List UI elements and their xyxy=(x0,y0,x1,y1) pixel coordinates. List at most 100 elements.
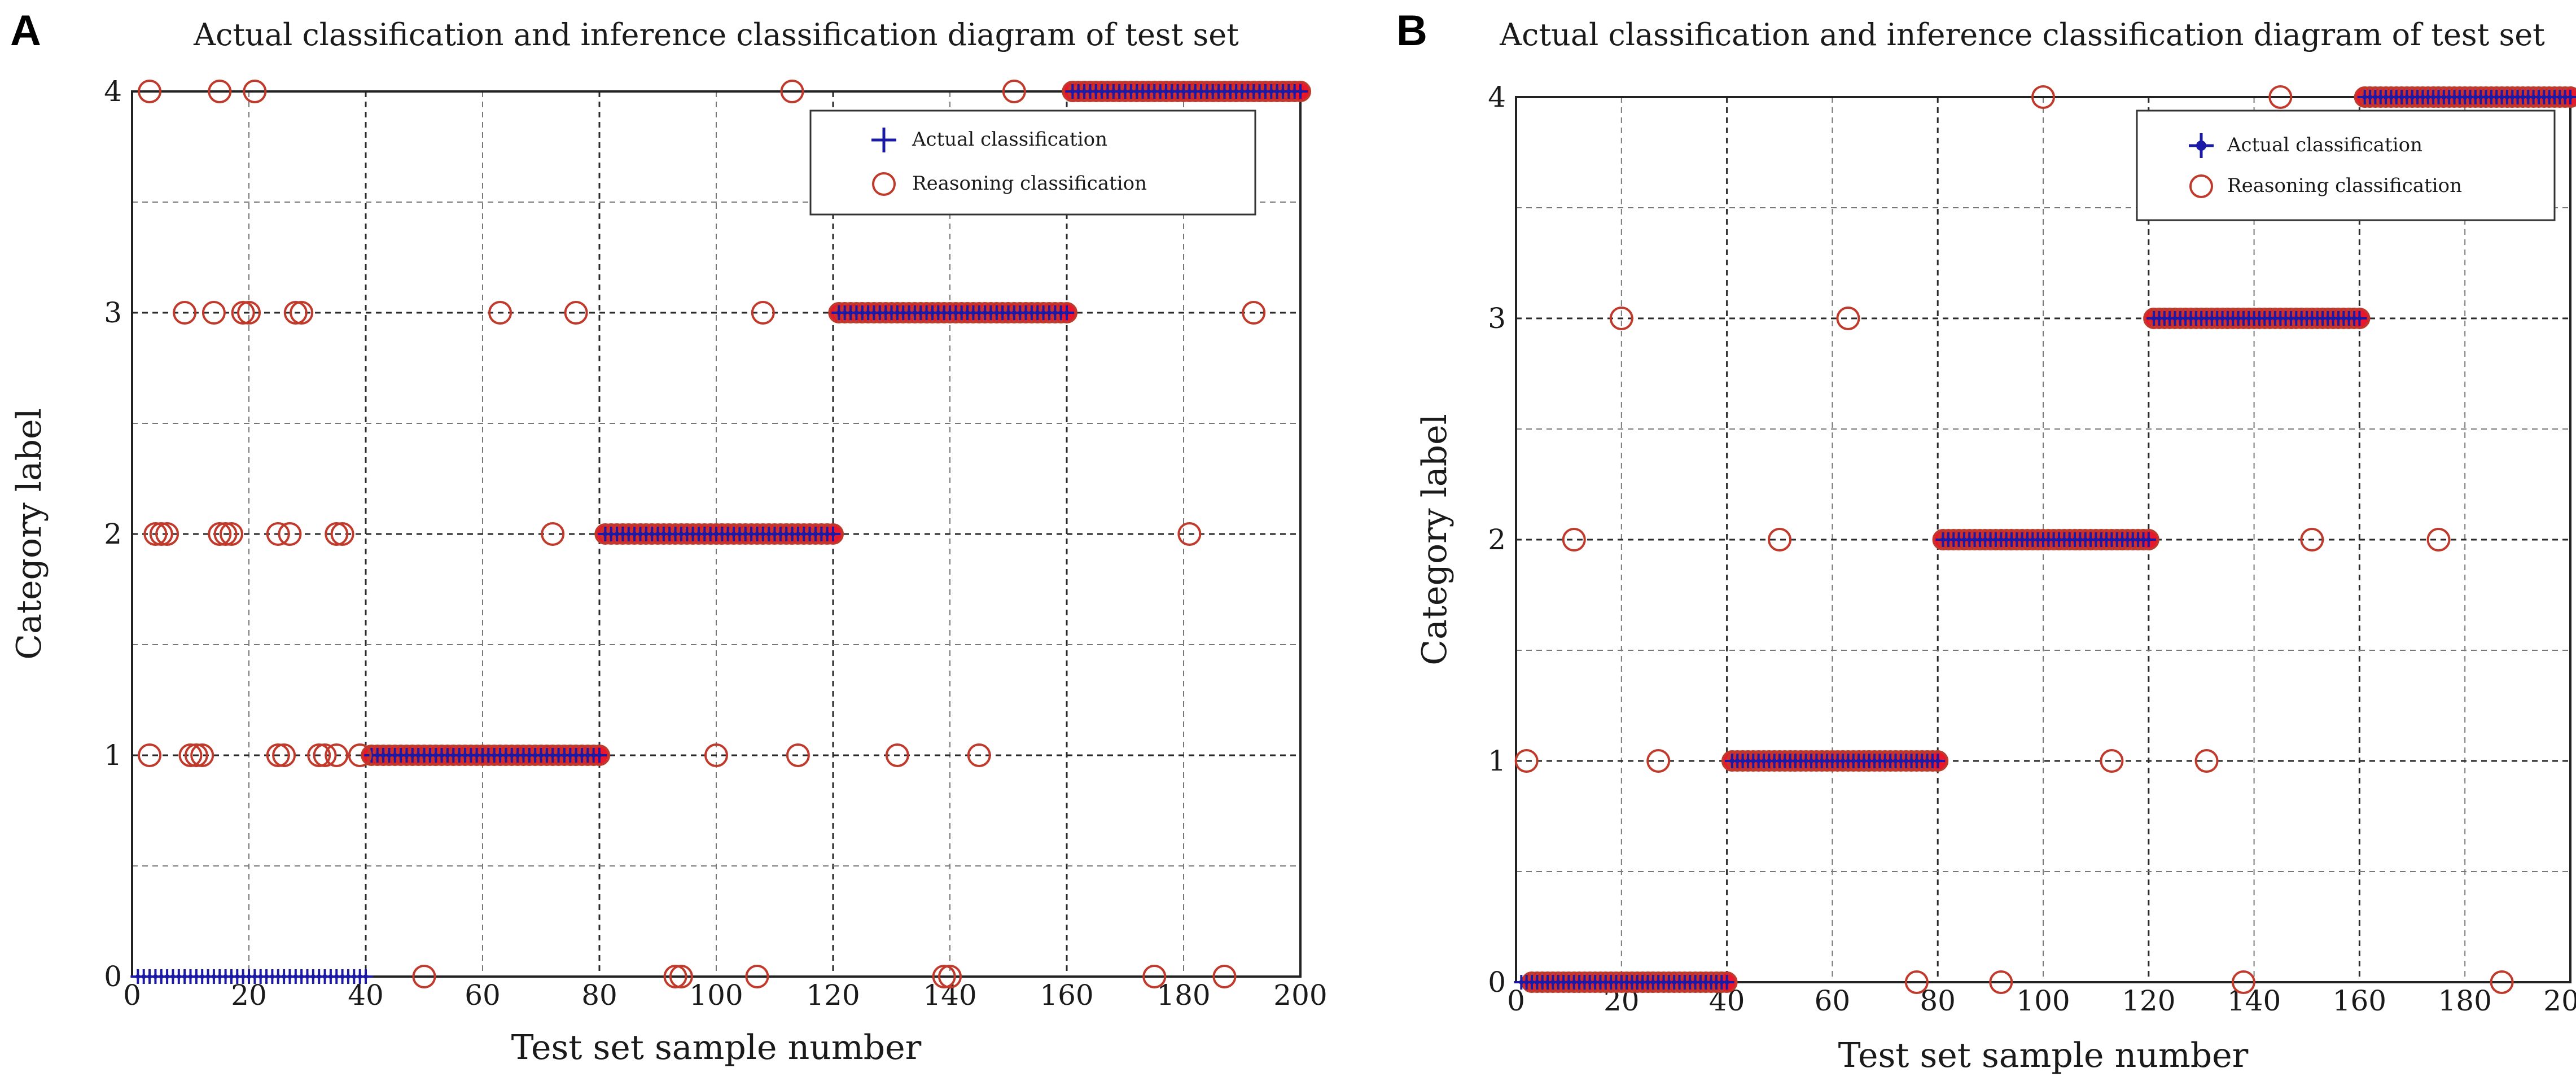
panel-a-reasoning-outlier-point xyxy=(178,743,203,767)
panel-b-reasoning-outlier-point xyxy=(1609,307,1633,330)
panel-b-reasoning-outlier-point xyxy=(2268,85,2293,109)
panel-a-reasoning-outlier-point xyxy=(1212,965,1237,988)
panel-a-reasoning-outlier-point xyxy=(313,743,337,767)
panel-a-reasoning-outlier-point xyxy=(283,301,308,325)
panel-a-data-marks xyxy=(130,80,1311,988)
panel-a-actual-point xyxy=(1293,84,1308,99)
panel-b-x-axis-label: Test set sample number xyxy=(1838,1036,2249,1075)
panel-b-reasoning-outlier-point xyxy=(2231,970,2255,994)
panel-a-actual-point xyxy=(826,527,840,541)
panel-b-actual-point xyxy=(2141,532,2156,547)
panel-b-reasoning-outlier-point xyxy=(1514,749,1539,773)
panel-a-reasoning-outlier-point xyxy=(272,743,296,767)
panel-a-reasoning-outlier-point xyxy=(173,301,197,325)
panel-a-reasoning-outlier-point xyxy=(138,80,162,103)
panel-a-reasoning-outlier-point xyxy=(751,301,775,325)
panel-a-reasoning-outlier-point xyxy=(237,301,261,325)
panel-b-letter: B xyxy=(1396,7,1427,55)
panel-a-x-tick-label: 160 xyxy=(1040,979,1093,1012)
panel-a: A Actual classification and inference cl… xyxy=(10,7,1328,1067)
panel-a-actual-point xyxy=(592,748,607,763)
panel-a-reasoning-outlier-point xyxy=(885,743,909,767)
panel-a-y-tick-label: 3 xyxy=(104,296,122,329)
panel-a-letter: A xyxy=(10,7,41,55)
panel-a-reasoning-outlier-point xyxy=(290,301,314,325)
panel-a-legend-actual-label: Actual classification xyxy=(912,128,1107,151)
panel-a-reasoning-outlier-point xyxy=(208,522,232,546)
panel-b-reasoning-outlier-point xyxy=(2490,970,2514,994)
panel-a-reasoning-outlier-point xyxy=(155,522,179,546)
panel-b-reasoning-outlier-point xyxy=(2300,528,2324,552)
panel-a-reasoning-outlier-point xyxy=(138,743,162,767)
panel-a-x-tick-label: 100 xyxy=(689,979,743,1012)
panel-a-legend-star-icon xyxy=(871,128,896,152)
panel-a-reasoning-outlier-point xyxy=(278,522,302,546)
panel-b-legend-star-icon xyxy=(2189,133,2214,158)
panel-b-plot-frame xyxy=(1515,96,2571,983)
panel-a-reasoning-outlier-point xyxy=(219,522,243,546)
panel-b-y-axis-label: Category label xyxy=(1415,414,1455,666)
panel-a-reasoning-outlier-point xyxy=(488,301,512,325)
panel-b-reasoning-outlier-point xyxy=(1646,749,1671,773)
panel-a-reasoning-outlier-point xyxy=(967,743,991,767)
panel-a-y-tick-label: 0 xyxy=(104,960,122,993)
panel-a-reasoning-outlier-point xyxy=(208,80,232,103)
panel-b-y-tick-label: 4 xyxy=(1488,81,1506,113)
panel-b-x-tick-label: 180 xyxy=(2438,984,2491,1017)
panel-a-reasoning-outlier-point xyxy=(330,522,354,546)
panel-a-reasoning-outlier-point xyxy=(541,522,565,546)
panel-a-reasoning-outlier-point xyxy=(325,522,349,546)
panel-b: B Actual classification and inference cl… xyxy=(1396,7,2576,1075)
panel-b-reasoning-outlier-point xyxy=(1989,970,2013,994)
panel-a-actual-point xyxy=(358,969,373,984)
panel-a-reasoning-outlier-point xyxy=(786,743,810,767)
panel-a-title: Actual classification and inference clas… xyxy=(193,17,1239,52)
panel-a-x-tick-label: 120 xyxy=(806,979,860,1012)
panel-a-reasoning-outlier-point xyxy=(348,743,372,767)
panel-b-actual-point xyxy=(1930,754,1946,768)
panel-a-reasoning-outlier-point xyxy=(190,743,214,767)
panel-a-reasoning-outlier-point xyxy=(184,743,208,767)
panel-b-x-tick-label: 0 xyxy=(1507,984,1525,1017)
panel-a-legend: Actual classification Reasoning classifi… xyxy=(809,110,1256,216)
panel-a-reasoning-outlier-point xyxy=(932,965,956,988)
panel-a-reasoning-outlier-point xyxy=(412,965,436,988)
panel-a-legend-box xyxy=(809,110,1256,216)
panel-a-reasoning-outlier-point xyxy=(201,301,226,325)
panel-a-reasoning-outlier-point xyxy=(231,301,255,325)
panel-a-reasoning-outlier-point xyxy=(704,743,728,767)
panel-a-y-tick-label: 1 xyxy=(104,739,122,772)
panel-b-legend-box xyxy=(2136,110,2556,221)
panel-b-legend-actual-label: Actual classification xyxy=(2227,134,2422,156)
panel-b-x-tick-label: 100 xyxy=(2016,984,2070,1017)
panel-b-grid xyxy=(1516,97,2570,982)
panel-a-reasoning-outlier-point xyxy=(325,743,349,767)
panel-b-title: Actual classification and inference clas… xyxy=(1499,17,2545,52)
panel-b-y-tick-label: 3 xyxy=(1488,302,1506,335)
panel-b-reasoning-outlier-point xyxy=(2194,749,2219,773)
panel-a-legend-reasoning-label: Reasoning classification xyxy=(912,172,1147,195)
panel-b-legend: Actual classification Reasoning classifi… xyxy=(2136,110,2556,221)
panel-a-x-axis-label: Test set sample number xyxy=(511,1028,922,1067)
panel-a-reasoning-outlier-point xyxy=(1177,522,1202,546)
panel-a-x-tick-label: 140 xyxy=(923,979,976,1012)
panel-a-x-tick-label: 180 xyxy=(1156,979,1210,1012)
panel-b-reasoning-outlier-point xyxy=(2426,528,2451,552)
panel-a-x-tick-label: 0 xyxy=(123,979,141,1012)
panel-a-reasoning-outlier-point xyxy=(243,80,267,103)
panel-b-reasoning-outlier-point xyxy=(2100,749,2124,773)
panel-b-actual-point xyxy=(1719,975,1734,990)
panel-a-reasoning-outlier-point xyxy=(213,522,238,546)
panel-b-x-tick-label: 200 xyxy=(2543,984,2576,1017)
panel-a-reasoning-outlier-point xyxy=(663,965,687,988)
panel-a-reasoning-outlier-point xyxy=(266,522,290,546)
panel-a-reasoning-outlier-point xyxy=(266,743,290,767)
panel-b-y-tick-label: 1 xyxy=(1488,745,1506,777)
panel-a-y-axis-label: Category label xyxy=(10,408,49,660)
panel-b-actual-point xyxy=(2563,90,2576,104)
panel-a-x-tick-label: 200 xyxy=(1273,979,1327,1012)
panel-a-x-tick-label: 20 xyxy=(231,979,267,1012)
panel-b-data-marks xyxy=(1514,85,2576,994)
panel-a-reasoning-outlier-point xyxy=(307,743,331,767)
